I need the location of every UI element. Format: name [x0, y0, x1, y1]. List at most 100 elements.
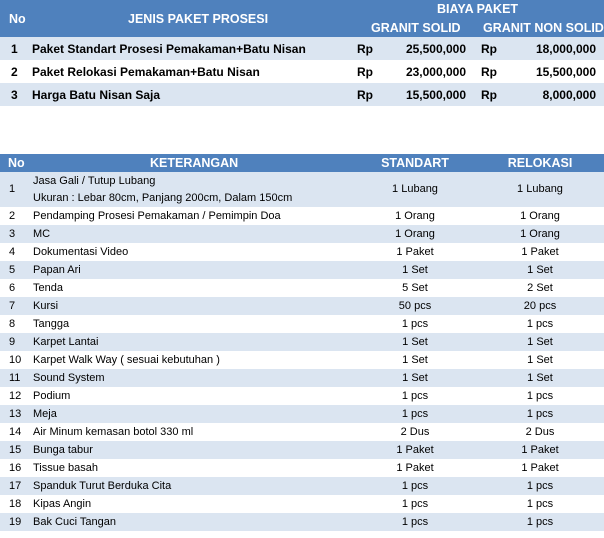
detail-row-no: 12: [9, 390, 22, 402]
detail-row: 6 Tenda 5 Set 2 Set: [0, 279, 604, 297]
detail-row-standart: 1 pcs: [401, 498, 429, 510]
detail-row-no: 8: [9, 318, 16, 330]
detail-row: 10 Karpet Walk Way ( sesuai kebutuhan ) 1 …: [0, 351, 604, 369]
detail-row: 13 Meja 1 pcs 1 pcs: [0, 405, 604, 423]
detail-row-no: 13: [9, 408, 22, 420]
detail-row-relokasi: 2 Set: [527, 282, 553, 294]
price-row-currency: Rp: [357, 65, 373, 79]
detail-row-no: 6: [9, 282, 16, 294]
detail-row-keterangan: Sound System: [33, 372, 105, 384]
detail-row-keterangan: Meja: [33, 408, 57, 420]
price-row-no: 3: [11, 88, 18, 102]
detail-row-standart: 1 pcs: [401, 408, 429, 420]
price-row-no: 1: [11, 42, 18, 56]
detail-row-standart: 1 pcs: [401, 318, 429, 330]
detail-row-keterangan: Podium: [33, 390, 71, 402]
price-row-name: Paket Standart Prosesi Pemakaman+Batu Ni…: [32, 42, 306, 56]
header-relokasi: RELOKASI: [507, 156, 573, 170]
detail-row-relokasi: 1 Set: [527, 336, 553, 348]
detail-row-standart: 1 Paket: [396, 462, 434, 474]
package-price-table: No JENIS PAKET PROSESI BIAYA PAKET GRANI…: [0, 0, 604, 106]
detail-row-relokasi: 1 pcs: [526, 408, 554, 420]
price-row-name: Harga Batu Nisan Saja: [32, 88, 161, 102]
detail-row: 9 Karpet Lantai 1 Set 1 Set: [0, 333, 604, 351]
price-row-currency: Rp: [481, 42, 497, 56]
detail-row-keterangan: Pendamping Prosesi Pemakaman / Pemimpin …: [33, 210, 281, 222]
detail-row-no: 10: [9, 354, 22, 366]
detail-row-standart: 50 pcs: [398, 300, 432, 312]
detail-row-keterangan: Jasa Gali / Tutup Lubang: [33, 175, 156, 187]
detail-row-keterangan: Bak Cuci Tangan: [33, 516, 116, 528]
detail-row-keterangan: MC: [33, 228, 51, 240]
detail-row: 14 Air Minum kemasan botol 330 ml 2 Dus 2 D…: [0, 423, 604, 441]
detail-row: 7 Kursi 50 pcs 20 pcs: [0, 297, 604, 315]
detail-row-no: 17: [9, 480, 22, 492]
detail-table-header: No KETERANGAN STANDART RELOKASI: [0, 154, 604, 172]
detail-row-standart: 1 pcs: [401, 390, 429, 402]
detail-row-relokasi: 1 pcs: [526, 480, 554, 492]
detail-row-relokasi: 1 pcs: [526, 498, 554, 510]
detail-row-keterangan: Bunga tabur: [33, 444, 93, 456]
detail-row-standart: 1 Lubang: [392, 183, 438, 195]
detail-row-relokasi: 1 Orang: [520, 228, 560, 240]
detail-row-no: 18: [9, 498, 22, 510]
price-row: 2 Paket Relokasi Pemakaman+Batu Nisan Rp 23…: [0, 60, 604, 83]
detail-row-keterangan: Dokumentasi Video: [33, 246, 129, 258]
detail-row-keterangan: Tangga: [33, 318, 70, 330]
detail-row-relokasi: 1 pcs: [526, 516, 554, 528]
detail-row: 1 Jasa Gali / Tutup Lubang Ukuran : Lebar …: [0, 172, 604, 207]
header-jenis-paket: JENIS PAKET PROSESI: [128, 12, 269, 26]
header-granit-solid: GRANIT SOLID: [371, 21, 461, 35]
detail-row-keterangan: Spanduk Turut Berduka Cita: [33, 480, 172, 492]
detail-row: 15 Bunga tabur 1 Paket 1 Paket: [0, 441, 604, 459]
detail-row-standart: 1 Paket: [396, 246, 434, 258]
detail-row: 12 Podium 1 pcs 1 pcs: [0, 387, 604, 405]
detail-row-no: 4: [9, 246, 16, 258]
detail-row-keterangan: Karpet Walk Way ( sesuai kebutuhan ): [33, 354, 220, 366]
detail-row-no: 19: [9, 516, 22, 528]
header-keterangan: KETERANGAN: [150, 156, 239, 170]
detail-row-no: 15: [9, 444, 22, 456]
detail-row-keterangan: Papan Ari: [33, 264, 81, 276]
price-table-header: No JENIS PAKET PROSESI BIAYA PAKET GRANI…: [0, 0, 604, 37]
header-no: No: [9, 12, 26, 26]
price-row-currency: Rp: [357, 88, 373, 102]
price-row: 3 Harga Batu Nisan Saja Rp 15,500,000 Rp 8,00…: [0, 83, 604, 106]
detail-row-no: 7: [9, 300, 16, 312]
detail-row-standart: 1 Orang: [395, 228, 435, 240]
package-detail-table: No KETERANGAN STANDART RELOKASI 1 Jasa Ga…: [0, 154, 604, 531]
detail-row-relokasi: 1 Set: [527, 264, 553, 276]
detail-row: 3 MC 1 Orang 1 Orang: [0, 225, 604, 243]
detail-row-keterangan: Kipas Angin: [33, 498, 92, 510]
detail-row: 5 Papan Ari 1 Set 1 Set: [0, 261, 604, 279]
detail-row-relokasi: 1 Set: [527, 372, 553, 384]
detail-row-no: 14: [9, 426, 22, 438]
detail-row-keterangan-detail: Ukuran : Lebar 80cm, Panjang 200cm, Dala…: [33, 192, 293, 204]
detail-row-relokasi: 1 Lubang: [517, 183, 563, 195]
detail-row: 18 Kipas Angin 1 pcs 1 pcs: [0, 495, 604, 513]
detail-row-standart: 1 pcs: [401, 480, 429, 492]
price-granit-solid: 25,500,000: [405, 42, 466, 56]
detail-row-no: 3: [9, 228, 16, 240]
header-granit-non-solid: GRANIT NON SOLID: [483, 21, 604, 35]
detail-row-keterangan: Tenda: [33, 282, 63, 294]
detail-row-standart: 1 Orang: [395, 210, 435, 222]
detail-row: 8 Tangga 1 pcs 1 pcs: [0, 315, 604, 333]
detail-row-keterangan: Kursi: [33, 300, 59, 312]
price-granit-non-solid: 18,000,000: [535, 42, 596, 56]
detail-row-standart: 2 Dus: [400, 426, 430, 438]
detail-row-standart: 1 Set: [402, 264, 428, 276]
price-row: 1 Paket Standart Prosesi Pemakaman+Batu N…: [0, 37, 604, 60]
price-granit-non-solid: 8,000,000: [542, 88, 596, 102]
detail-row-standart: 1 Set: [402, 336, 428, 348]
price-row-currency: Rp: [481, 65, 497, 79]
detail-row-no: 11: [9, 372, 21, 384]
header-no: No: [8, 156, 25, 170]
price-row-name: Paket Relokasi Pemakaman+Batu Nisan: [32, 65, 260, 79]
detail-row-keterangan: Air Minum kemasan botol 330 ml: [33, 426, 194, 438]
detail-row-standart: 5 Set: [402, 282, 428, 294]
detail-row-no: 9: [9, 336, 16, 348]
detail-row-standart: 1 Set: [402, 354, 428, 366]
price-row-currency: Rp: [357, 42, 373, 56]
detail-row-keterangan: Tissue basah: [33, 462, 99, 474]
